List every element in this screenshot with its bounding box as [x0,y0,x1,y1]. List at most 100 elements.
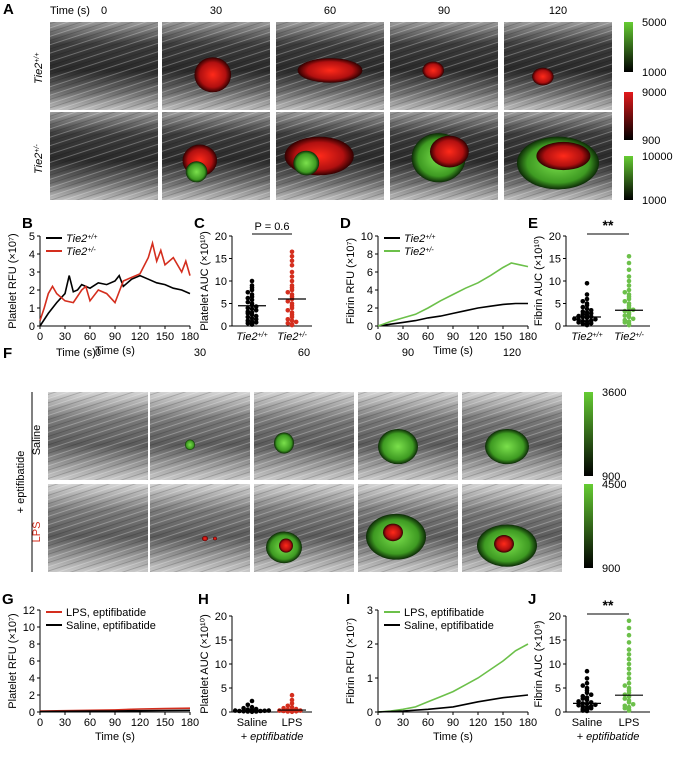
panel-e-point-1-4 [622,317,628,323]
panel-c-point-0-28 [249,283,255,288]
panel-b-y-tick-label-5: 5 [29,231,35,243]
panel-j-point-1-3 [626,704,632,710]
panel-e-point-1-10 [622,308,628,314]
micrograph-a-1-0-texture [50,112,158,200]
panel-label-d: D [340,215,351,232]
panel-e-point-1-14 [626,301,632,306]
panel-b-x-label: Time (s) [95,345,135,357]
panel-e-y-label: Fibrin AUC (×10¹⁰) [533,236,545,326]
time-tick-f-60: 60 [298,347,310,359]
colorbar-f-bottom-min: 900 [602,563,620,575]
colorbar-f-bottom-bar [584,484,593,568]
chart-panel-h: H 0 5 10 15 20 Platelet AUC (×10¹⁰) Saline LPS + … [198,591,312,743]
panel-b-x-tick-label-90: 90 [109,331,121,343]
micrograph-f-0-1-blob-0 [185,439,195,451]
panel-g-y-tick-label-2: 2 [29,690,35,702]
panel-c-point-1-17 [285,290,291,295]
panel-c-point-0-5 [245,318,251,323]
panel-e-point-0-26 [584,296,590,302]
panel-j-point-1-7 [626,698,632,703]
panel-e-point-1-26 [626,253,632,259]
panel-d-x-tick-label-60: 60 [422,331,434,343]
panel-b-x-tick-label-120: 120 [131,331,149,343]
panel-b-legend-label-0-sup: +/+ [87,234,97,241]
panel-d-x-tick-label-180: 180 [519,331,537,343]
panel-e-category-label-1-sup: +/- [635,332,644,339]
panel-c-annotation: P = 0.6 [255,221,290,233]
panel-h-category-label-1: LPS [282,717,303,729]
panel-e-point-0-14 [576,313,581,319]
row-label-a-0: Tie2+/+ [33,53,45,84]
micrograph-f-1-0 [48,484,148,572]
time-tick-60: 60 [324,5,336,17]
panel-b-y-tick-label-3: 3 [29,267,35,279]
panel-e-point-0-18 [584,310,590,315]
panel-e-point-1-20 [626,287,632,293]
panel-h-point-0-7 [232,708,238,713]
panel-d-y-tick-label-2: 2 [367,303,373,315]
panel-b-series-line-0 [39,273,191,327]
micrograph-f-1-3-blob-1 [383,523,403,542]
panel-b-x-tick-label-30: 30 [59,331,71,343]
panel-c-point-0-8 [245,314,251,320]
time-label: Time (s) [50,5,90,17]
micrograph-f-1-2-blob-1 [279,538,293,553]
panel-i-legend-label-1: Saline, eptifibatide [404,620,494,632]
panel-j-point-0-22 [580,683,586,688]
panel-h-point-1-8 [293,706,299,712]
panel-e-y-tick-label-5: 5 [555,299,561,311]
micrograph-a-0-3-blob-0 [422,61,445,80]
panel-c-point-1-12 [289,301,295,306]
panel-b-x-tick-label-0: 0 [37,331,43,343]
colorbar-f-top: 3600 900 [584,387,626,483]
panel-c-point-1-1 [289,321,295,327]
panel-b-legend-label-1: Tie2+/- [66,246,96,258]
panel-c-point-1-16 [289,292,295,297]
micrograph-layer: A Time (s) 0 30 60 90 120Tie2+/+Tie2+/-5000100… [3,1,673,575]
panel-d-legend-label-0-sup: +/+ [425,234,435,241]
panel-j-point-0-25 [584,668,590,674]
micrograph-f-1-4 [462,484,562,572]
panel-e-annotation: ** [603,217,614,233]
colorbar-a-green-bottom-bar [624,156,633,200]
row-label-a-1: Tie2+/- [33,144,45,174]
panel-j-point-0-5 [584,704,590,710]
panel-c-point-0-19 [249,301,255,306]
panel-e-category-label-0: Tie2+/+ [571,331,602,343]
panel-c-point-0-7 [249,316,255,321]
panel-b-legend-label-1-base: Tie2 [66,246,87,258]
panel-d-legend-label-0-base: Tie2 [404,233,425,245]
panel-c-point-1-23 [289,269,295,275]
panel-h-y-tick-label-20: 20 [215,611,227,623]
colorbar-f-top-bar [584,392,593,476]
panel-c-category-label-0: Tie2+/+ [236,331,267,343]
micrograph-f-0-3 [358,392,458,480]
panel-e-point-0-22 [580,304,586,310]
time-tick-f-90: 90 [402,347,414,359]
panel-c-point-1-8 [289,310,295,315]
panel-j-point-1-19 [626,661,632,667]
panel-d-legend-label-1-base: Tie2 [404,246,425,258]
micrograph-f-0-2-texture [254,392,354,480]
chart-panel-b: B 0 1 2 3 4 5 Platelet RFU (×10⁷) 0 30 60 90 120 150 1… [7,215,199,357]
row-label-a-0-sup: +/+ [34,53,41,63]
panel-e-point-0-9 [593,317,598,322]
panel-j-point-1-8 [622,696,628,701]
panel-e-y-tick-label-10: 10 [549,276,561,288]
panel-h-category-label-0: Saline [237,717,268,729]
panel-label-g: G [2,591,14,608]
panel-e-y-tick-label-15: 15 [549,254,561,266]
chart-panel-g: G 0 2 4 6 8 10 12 Platelet RFU (×10⁷) 0 30 60 90 120 1… [2,591,199,743]
micrograph-a-0-4-blob-0 [532,67,554,86]
panel-e-point-0-10 [572,316,577,322]
panel-d-y-tick-label-10: 10 [361,231,373,243]
micrograph-f-0-4-blob-0 [485,428,529,465]
panel-e-point-0-24 [584,301,590,306]
panel-j-category-label-0: Saline [572,717,603,729]
panel-d-x-tick-label-120: 120 [469,331,487,343]
panel-i-x-tick-label-150: 150 [494,717,512,729]
panel-g-x-tick-label-30: 30 [59,717,71,729]
panel-e-category-label-0-sup: +/+ [593,332,603,339]
panel-e-point-1-18 [626,292,632,297]
